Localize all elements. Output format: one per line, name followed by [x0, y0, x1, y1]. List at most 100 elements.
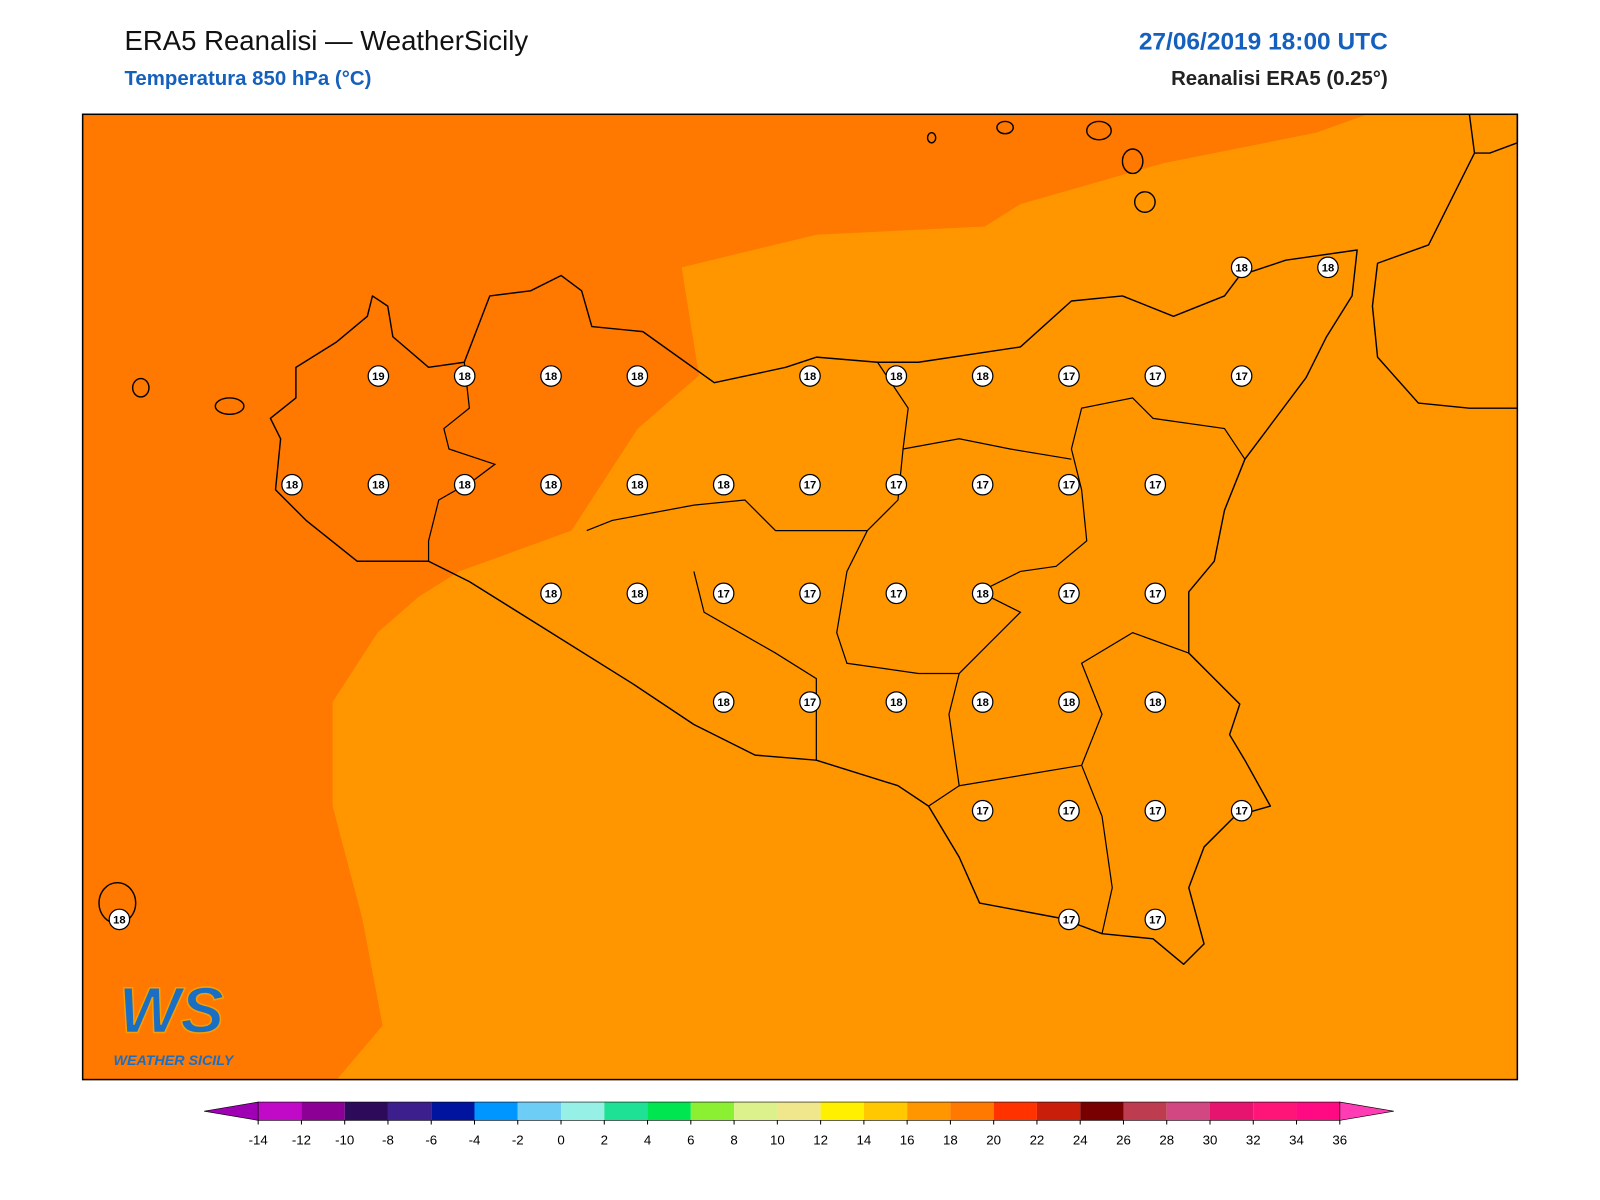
- grid-point-marker: [885, 473, 908, 496]
- grid-point-value: 17: [976, 480, 988, 492]
- island: [996, 120, 1014, 135]
- colorbar-tick-label: 16: [900, 1132, 915, 1147]
- colorbar-tick-label: -10: [335, 1132, 354, 1147]
- map-frame: [81, 113, 1519, 1081]
- colorbar-tick-label: 24: [1073, 1132, 1088, 1147]
- colorbar-tick-label: 2: [601, 1132, 608, 1147]
- colorbar-tick-label: -4: [469, 1132, 481, 1147]
- grid-point-value: 17: [976, 806, 988, 818]
- colorbar-tick-label: 6: [687, 1132, 694, 1147]
- grid-point-marker: [971, 799, 994, 822]
- colorbar-extend: [1339, 1101, 1394, 1121]
- grid-point-value: 17: [1149, 588, 1161, 600]
- colorbar-segment: [387, 1102, 432, 1121]
- grid-point-marker: [971, 582, 994, 605]
- grid-point-marker: [885, 365, 908, 387]
- grid-point-value: 17: [717, 588, 729, 600]
- region-border: [959, 764, 1082, 787]
- colorbar-segment: [863, 1102, 908, 1121]
- colorbar-segment: [1123, 1102, 1167, 1121]
- colorbar-segment: [258, 1102, 302, 1121]
- colorbar-segment: [993, 1102, 1037, 1121]
- colorbar-segment: [431, 1102, 475, 1121]
- colorbar-segment: [561, 1102, 605, 1121]
- grid-point-value: 18: [1149, 697, 1161, 709]
- map: 18 18 19 18 18 18 18 18 18 17 17 17 18 18 18 18 18 18 17 17…: [81, 113, 1519, 1081]
- island: [131, 377, 150, 398]
- grid-point-marker: [1058, 582, 1080, 605]
- colorbar-segment: [1253, 1102, 1297, 1121]
- island: [1086, 120, 1112, 141]
- grid-point-value: 17: [804, 588, 816, 600]
- grid-point-marker: [1144, 908, 1167, 931]
- island: [926, 131, 937, 144]
- grid-point-marker: [626, 365, 649, 387]
- colorbar-segment: [474, 1102, 518, 1121]
- grid-point-marker: [281, 473, 303, 496]
- colorbar-segment: [950, 1102, 994, 1121]
- grid-point-marker: [108, 908, 131, 931]
- region-border: [836, 361, 1246, 675]
- colorbar-segment: [1296, 1102, 1340, 1121]
- coastline: [1371, 114, 1518, 409]
- grid-point-value: 17: [1149, 480, 1161, 492]
- grid-point-value: 18: [717, 480, 729, 492]
- grid-point-marker: [971, 473, 994, 496]
- colorbar-segment: [690, 1102, 735, 1121]
- grid-point-marker: [1317, 256, 1339, 279]
- grid-point-value: 18: [717, 697, 729, 709]
- grid-point-marker: [799, 691, 821, 713]
- colorbar-tick-label: 30: [1203, 1132, 1218, 1147]
- grid-point-value: 17: [1235, 371, 1247, 383]
- colorbar-segment: [1166, 1102, 1210, 1121]
- grid-point-value: 19: [372, 371, 384, 383]
- coastline: [269, 249, 1358, 965]
- grid-point-value: 18: [976, 588, 988, 600]
- datetime: 27/06/2019 18:00 UTC: [1139, 28, 1388, 55]
- colorbar-tick-label: 14: [857, 1132, 872, 1147]
- island: [1121, 148, 1144, 175]
- grid-point-value: 18: [372, 480, 384, 492]
- grid-point-marker: [367, 365, 390, 387]
- colorbar-tick-label: 36: [1332, 1132, 1347, 1147]
- grid-point-value: 18: [976, 371, 988, 383]
- grid-point-marker: [1058, 691, 1080, 713]
- colorbar-frame: [257, 1101, 1341, 1121]
- logo-name: WEATHER SICILY: [114, 1053, 235, 1069]
- grid-point-value: 18: [804, 371, 816, 383]
- grid-point-marker: [453, 365, 476, 387]
- grid-point-marker: [1058, 473, 1080, 496]
- grid-point-marker: [799, 582, 821, 605]
- grid-point-value: 18: [113, 914, 125, 926]
- colorbar-tick-label: 4: [644, 1132, 651, 1147]
- grid-point-marker: [1144, 799, 1167, 822]
- colorbar-tick-label: -6: [425, 1132, 437, 1147]
- colorbar-segment: [907, 1102, 951, 1121]
- grid-point-value: 17: [890, 588, 902, 600]
- grid-point-marker: [885, 582, 908, 605]
- grid-point-value: 18: [890, 697, 902, 709]
- grid-point-value: 17: [1149, 806, 1161, 818]
- grid-point-value: 17: [804, 697, 816, 709]
- grid-point-marker: [540, 473, 562, 496]
- island: [214, 397, 245, 415]
- grid-point-value: 17: [890, 480, 902, 492]
- grid-point-marker: [712, 691, 735, 713]
- grid-point-value: 17: [1235, 806, 1247, 818]
- grid-point-marker: [1230, 365, 1253, 387]
- grid-point-marker: [626, 582, 649, 605]
- grid-point-marker: [1058, 365, 1080, 387]
- grid-point-marker: [540, 365, 562, 387]
- grid-point-value: 18: [631, 588, 643, 600]
- colorbar-segment: [604, 1102, 648, 1121]
- grid-point-value: 18: [976, 697, 988, 709]
- colorbar-tick-label: 28: [1159, 1132, 1174, 1147]
- colorbar-tick-label: 12: [813, 1132, 828, 1147]
- grid-point-value: 18: [458, 480, 470, 492]
- region-border: [427, 362, 497, 562]
- grid-points: 18 18 19 18 18 18 18 18 18 17 17 17 18 18 18 18 18 18 17 17…: [108, 256, 1339, 931]
- grid-point-marker: [1144, 365, 1167, 387]
- title: ERA5 Reanalisi — WeatherSicily: [124, 25, 528, 56]
- grid-point-value: 18: [1322, 262, 1334, 274]
